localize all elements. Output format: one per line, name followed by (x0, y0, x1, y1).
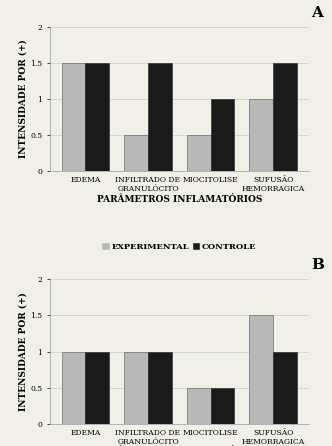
Bar (85, 351, 109, 424)
Bar (273, 351, 297, 424)
Y-axis label: INTENSIDADE POR (+): INTENSIDADE POR (+) (18, 292, 27, 411)
Bar (210, 388, 234, 424)
Bar (61, 351, 85, 424)
Bar (148, 351, 172, 424)
Bar (249, 99, 273, 171)
Text: B: B (311, 258, 324, 272)
Bar (187, 135, 210, 171)
X-axis label: PARÂMETROS INFLAMATÓRIOS: PARÂMETROS INFLAMATÓRIOS (97, 194, 262, 203)
Bar (61, 63, 85, 171)
Bar (124, 135, 148, 171)
Bar (187, 388, 210, 424)
Bar (124, 351, 148, 424)
Bar (148, 63, 172, 171)
Text: A: A (311, 5, 323, 20)
Bar (249, 315, 273, 424)
Bar (273, 63, 297, 171)
Legend: EXPERIMENTAL, CONTROLE: EXPERIMENTAL, CONTROLE (102, 243, 256, 251)
Bar (210, 99, 234, 171)
Bar (85, 63, 109, 171)
Y-axis label: INTENSIDADE POR (+): INTENSIDADE POR (+) (18, 40, 27, 158)
